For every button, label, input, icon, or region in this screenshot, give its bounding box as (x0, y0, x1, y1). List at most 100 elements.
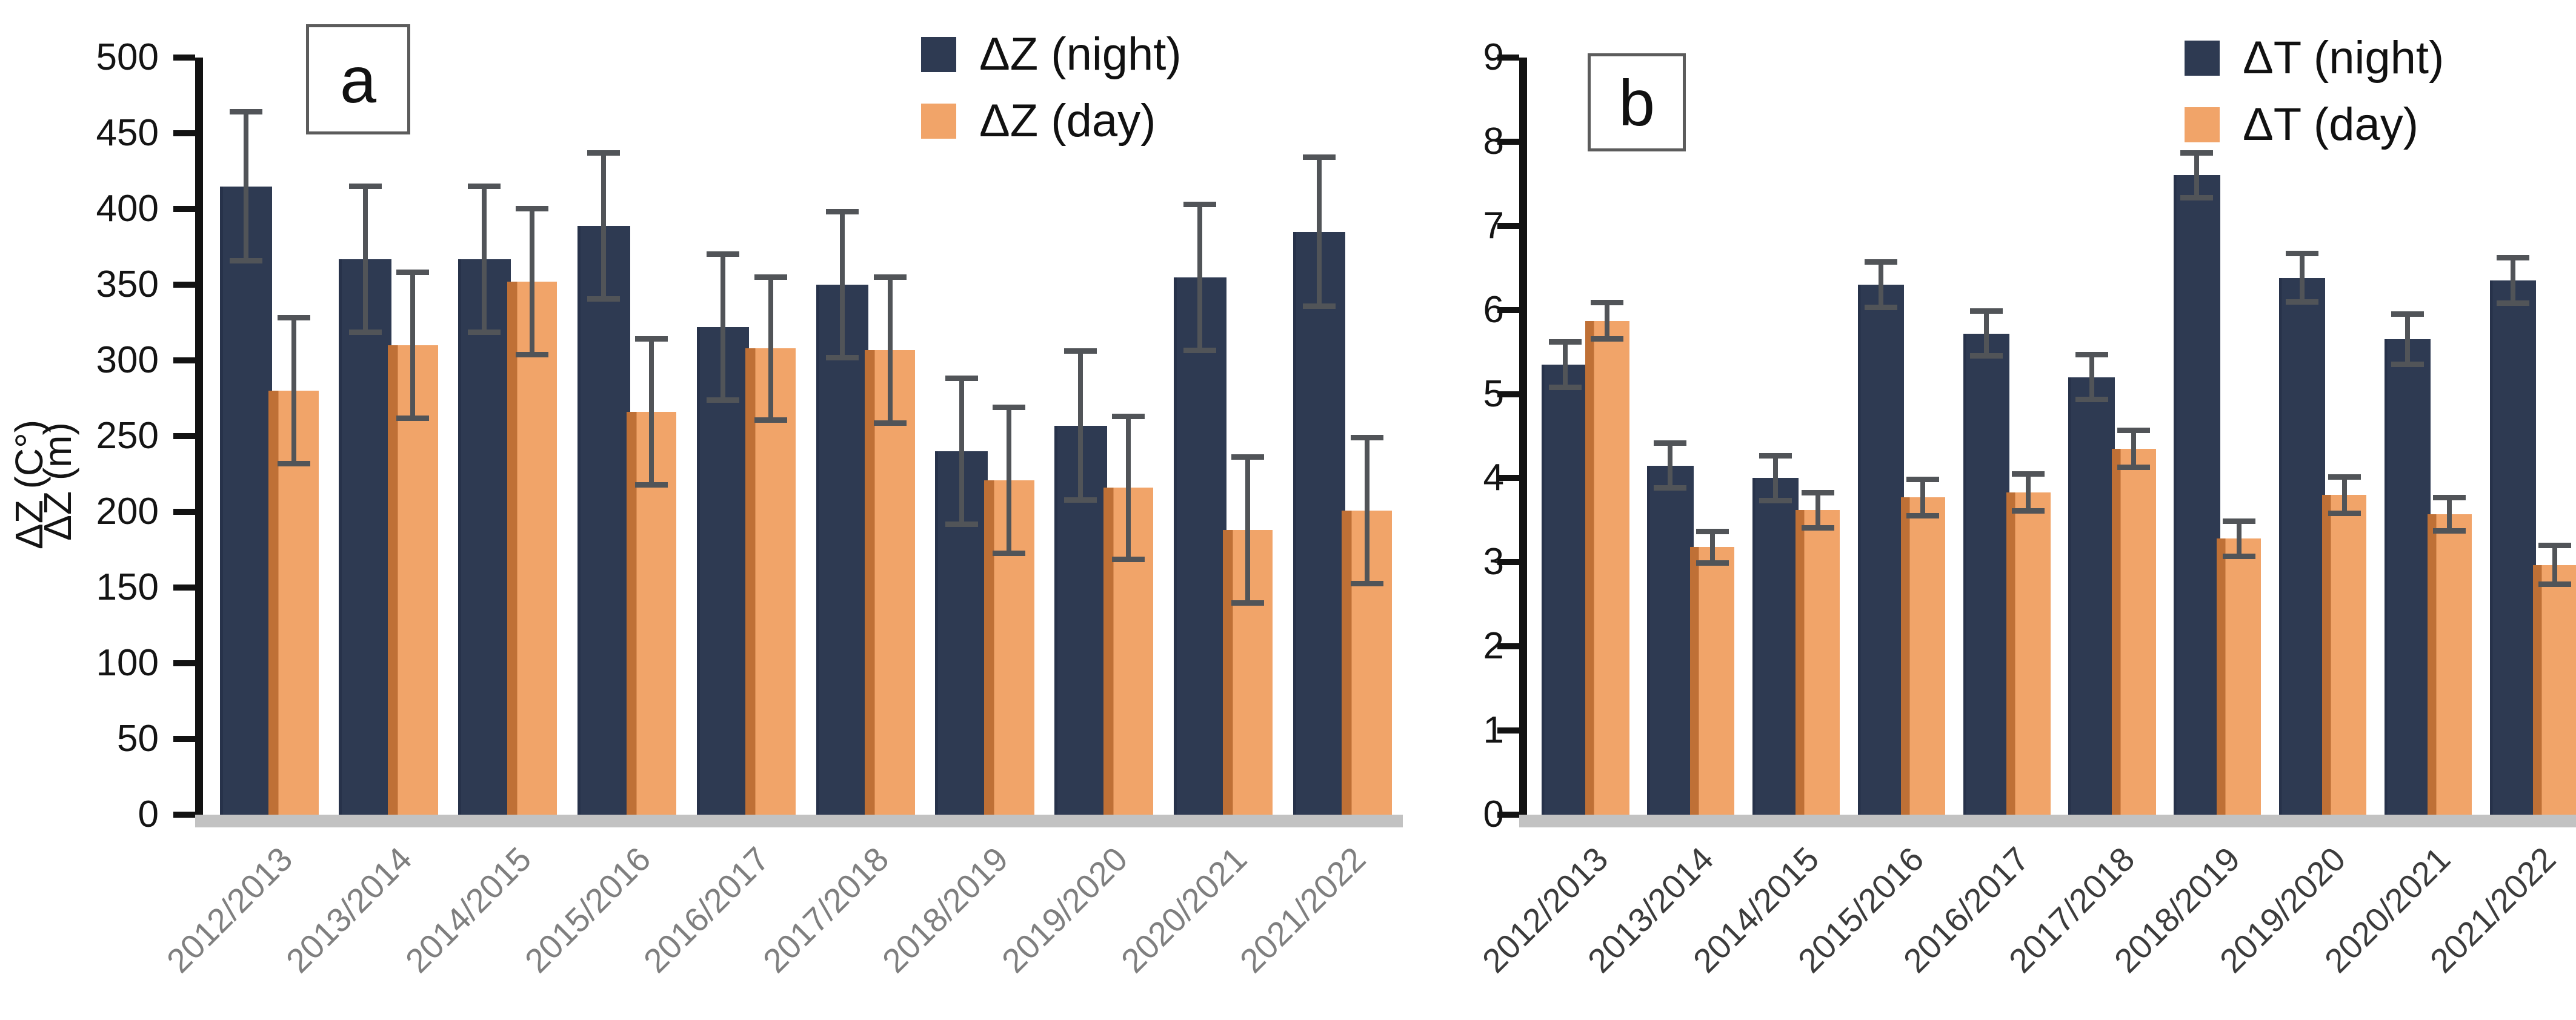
y-tick-label: 100 (96, 642, 159, 684)
error-bar-line (2300, 251, 2305, 305)
panel-label-a: a (306, 24, 410, 134)
plot-area-a: 2012/2013 2013/2014 2014/2015 2015/2016 2016… (159, 55, 1403, 980)
error-bar-line (1605, 300, 1610, 342)
error-bar-line (2026, 471, 2031, 514)
error-bar-cap-bottom (1906, 513, 1940, 519)
y-tick-mark (173, 206, 195, 212)
bar-night (2384, 339, 2431, 815)
bar-group (1738, 58, 1843, 815)
y-tick-mark (1497, 475, 1519, 482)
error-bar-cap-bottom (707, 397, 740, 403)
error-bar (2075, 352, 2108, 403)
error-bar-cap-top (1591, 300, 1624, 306)
error-bar (1548, 339, 1582, 390)
error-bar-cap-bottom (2538, 581, 2572, 587)
bar-group (2265, 58, 2370, 815)
error-bar-cap-bottom (587, 296, 621, 302)
error-bar-cap-top (2391, 311, 2424, 317)
x-axis-baseline-b (1519, 815, 2576, 827)
y-tick-mark (173, 736, 195, 742)
legend-row-day: ΔT (day) (2185, 102, 2444, 148)
error-bar-cap-bottom (945, 522, 978, 527)
error-bar-cap-top (1696, 528, 1729, 534)
error-bar-line (2552, 543, 2558, 587)
error-bar-cap-top (1906, 476, 1940, 482)
error-bar (1654, 440, 1687, 491)
y-tick-mark (173, 509, 195, 515)
legend-row-night: ΔZ (night) (921, 31, 1182, 78)
bar-day (745, 348, 796, 815)
error-bar-cap-top (2117, 428, 2151, 434)
y-tick-mark (173, 812, 195, 818)
error-bar-line (1007, 404, 1012, 556)
bar-group (2159, 58, 2265, 815)
error-bar-line (1197, 201, 1203, 353)
error-bar (754, 274, 787, 423)
legend-b: ΔT (night) ΔT (day) (2185, 35, 2444, 148)
bar-night (1647, 465, 1694, 815)
legend-a: ΔZ (night) ΔZ (day) (921, 31, 1182, 144)
legend-label-night: ΔT (night) (2243, 32, 2445, 84)
bar-day (2322, 495, 2367, 815)
bar-night (1542, 364, 1588, 815)
error-bar (2286, 251, 2319, 305)
error-bar (587, 150, 621, 302)
error-bar-cap-top (1303, 154, 1336, 160)
x-tick-label: 2020/2021 (1113, 840, 1254, 980)
bar-group (203, 58, 322, 815)
error-bar (2222, 518, 2255, 559)
error-bar-line (1920, 476, 1926, 519)
bar-day (2217, 538, 2261, 815)
error-bar (516, 206, 549, 357)
bar-group (2369, 58, 2475, 815)
bar-day (2111, 448, 2156, 815)
y-tick-mark (173, 130, 195, 136)
error-bar-cap-top (2538, 543, 2572, 549)
error-bar-line (887, 274, 893, 426)
error-bar-cap-bottom (1801, 525, 1834, 531)
error-bar-cap-bottom (634, 482, 668, 488)
error-bar (229, 109, 262, 263)
error-bar-line (601, 150, 607, 302)
bar-group (1038, 58, 1157, 815)
error-bar-cap-bottom (516, 352, 549, 357)
error-bar (1303, 154, 1336, 309)
x-tick-label: 2016/2017 (636, 840, 777, 980)
bar-group (1276, 58, 1396, 815)
y-tick-label: 200 (96, 491, 159, 532)
y-tick-mark (173, 55, 195, 61)
bar-day (1900, 497, 1945, 815)
error-bar-cap-bottom (2328, 510, 2361, 516)
error-bar-cap-bottom (2391, 362, 2424, 368)
bar-group (1948, 58, 2054, 815)
bar-night (696, 327, 750, 815)
error-bar (634, 336, 668, 488)
error-bar-line (1562, 339, 1568, 390)
y-tick-mark (1497, 727, 1519, 734)
plot-area-b: 2012/2013 2013/2014 2014/2015 2015/2016 2016… (1475, 55, 2576, 980)
x-tick-label: 2018/2019 (874, 840, 1016, 980)
error-bar (2433, 495, 2466, 534)
error-bar-cap-bottom (1303, 303, 1336, 309)
error-bar-cap-top (634, 336, 668, 342)
error-bar (707, 251, 740, 403)
error-bar-line (2089, 352, 2094, 403)
bar-day (507, 282, 557, 815)
bar-night (1857, 285, 1905, 815)
y-tick-mark (1497, 559, 1519, 566)
error-bar-line (1078, 348, 1083, 503)
bar-group (799, 58, 919, 815)
error-bar-cap-top (2180, 150, 2214, 156)
error-bar-line (2236, 518, 2242, 559)
error-bar-cap-top (2075, 352, 2108, 358)
error-bar-cap-top (229, 109, 262, 114)
error-bar-line (959, 376, 964, 527)
bar-day (1585, 320, 1629, 815)
error-bar (2180, 150, 2214, 201)
error-bar (1350, 434, 1383, 586)
bar-group (1527, 58, 1632, 815)
bar-day (1796, 510, 1840, 815)
error-bar-line (482, 183, 487, 335)
bar-day (2427, 514, 2472, 815)
